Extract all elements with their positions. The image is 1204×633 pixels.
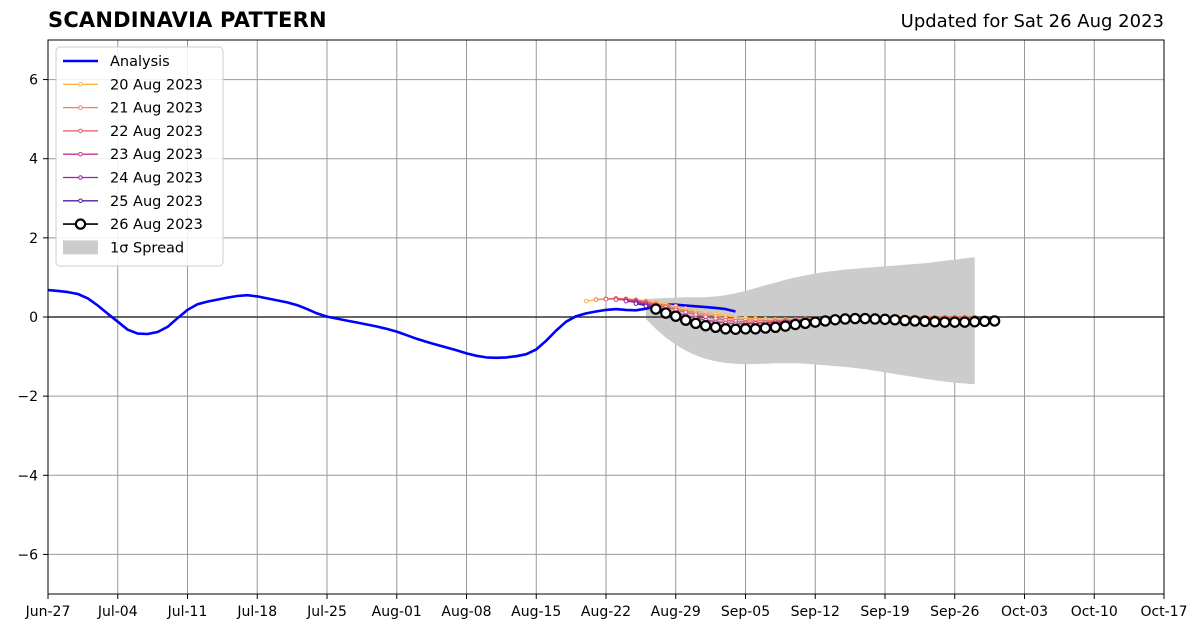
legend-label: 25 Aug 2023 [110, 194, 203, 210]
forecast-point [633, 301, 639, 306]
latest-forecast-point [789, 318, 802, 331]
latest-forecast-point [909, 315, 921, 327]
x-tick-label: Aug-01 [372, 604, 422, 620]
legend-swatch-marker [78, 175, 83, 180]
latest-forecast-point [769, 321, 782, 333]
latest-forecast-point [959, 316, 971, 328]
latest-forecast-point [799, 317, 811, 330]
latest-forecast-point [849, 312, 861, 325]
latest-forecast-point [689, 317, 702, 330]
analysis-line [48, 288, 736, 360]
latest-forecast-point [919, 315, 931, 328]
latest-forecast-point [939, 316, 951, 328]
legend-swatch-marker [78, 151, 83, 157]
latest-forecast-point [719, 323, 732, 335]
forecast-point [583, 298, 589, 304]
x-tick-label: Sep-12 [791, 604, 840, 620]
y-tick-label: −6 [17, 547, 38, 563]
x-tick-label: Aug-29 [651, 604, 701, 620]
forecast-point [603, 296, 609, 302]
legend-label: 26 Aug 2023 [110, 217, 203, 233]
latest-forecast-point [978, 315, 991, 328]
latest-forecast-point [819, 315, 831, 327]
forecast-point [703, 314, 708, 319]
x-tick-label: Aug-22 [581, 604, 631, 620]
plot-frame [47, 39, 1165, 595]
forecast-point [593, 297, 599, 302]
y-tick-label: −4 [17, 468, 38, 484]
legend-swatch-spread [63, 240, 98, 255]
series-layer [48, 257, 1164, 385]
y-tick-label: 2 [29, 231, 38, 247]
latest-forecast-point [968, 316, 981, 328]
latest-forecast-point [779, 320, 792, 332]
forecast-point [623, 298, 629, 304]
latest-forecast-point [660, 307, 672, 319]
legend-swatch-marker [78, 105, 83, 110]
legend-label: 21 Aug 2023 [110, 101, 203, 117]
x-tick-label: Oct-03 [1001, 604, 1048, 620]
legend-label: 23 Aug 2023 [110, 147, 203, 163]
latest-forecast-point [889, 314, 901, 326]
legend-label: Analysis [110, 54, 170, 70]
x-tick-label: Aug-15 [511, 604, 561, 620]
latest-forecast-point [839, 313, 851, 325]
latest-forecast-point [829, 314, 841, 326]
x-axis: Jun-27 Jul-04 Jul-11 Jul-18 Jul-25 Aug-01 Aug-… [25, 594, 1188, 620]
x-tick-label: Sep-26 [930, 604, 979, 620]
chart-title: SCANDINAVIA PATTERN [48, 8, 327, 32]
x-tick-label: Jun-27 [25, 604, 71, 620]
x-tick-label: Jul-18 [236, 604, 277, 620]
x-tick-label: Aug-08 [441, 604, 491, 620]
x-tick-label: Oct-17 [1140, 604, 1187, 620]
updated-date: Updated for Sat 26 Aug 2023 [900, 11, 1164, 32]
legend-label: 22 Aug 2023 [110, 124, 203, 140]
latest-forecast-point [988, 315, 1001, 327]
y-tick-label: 0 [29, 310, 38, 326]
latest-forecast-point [869, 313, 881, 325]
legend: Analysis 20 Aug 2023 21 Aug 2023 22 Aug 202… [55, 46, 224, 267]
latest-forecast-point [670, 310, 682, 322]
x-tick-label: Jul-04 [97, 604, 138, 620]
legend-swatch-marker [78, 82, 83, 87]
legend-box [55, 46, 224, 267]
y-tick-label: −2 [17, 389, 38, 405]
y-tick-label: 6 [29, 73, 38, 89]
forecast-point [613, 297, 619, 302]
latest-forecast-point [709, 321, 722, 333]
legend-label: 24 Aug 2023 [110, 171, 203, 187]
y-tick-label: 4 [29, 152, 38, 168]
latest-forecast-point [650, 303, 662, 315]
latest-forecast-point [929, 316, 941, 328]
legend-label: 20 Aug 2023 [110, 77, 203, 93]
latest-forecast-point [759, 322, 772, 334]
latest-forecast-point [749, 323, 762, 335]
latest-forecast-point [809, 316, 821, 328]
latest-forecast-point [949, 316, 961, 328]
legend-swatch-marker [74, 218, 87, 230]
latest-forecast-point [680, 314, 692, 326]
y-axis: −6 −4 −2 0 2 4 6 [17, 73, 48, 563]
latest-forecast-point [739, 323, 752, 335]
latest-forecast-point [899, 314, 911, 327]
x-tick-label: Jul-11 [167, 604, 208, 620]
latest-forecast-point [729, 323, 742, 335]
legend-label: 1σ Spread [110, 240, 184, 256]
forecast-point [643, 303, 649, 309]
x-tick-label: Sep-19 [860, 604, 909, 620]
latest-forecast-point [859, 312, 871, 325]
x-tick-label: Oct-10 [1071, 604, 1118, 620]
x-tick-label: Jul-25 [306, 604, 347, 620]
legend-swatch-marker [78, 198, 83, 204]
latest-forecast-point [699, 320, 712, 332]
latest-forecast-point [879, 313, 891, 326]
x-tick-label: Sep-05 [721, 604, 770, 620]
legend-swatch-marker [78, 128, 83, 134]
